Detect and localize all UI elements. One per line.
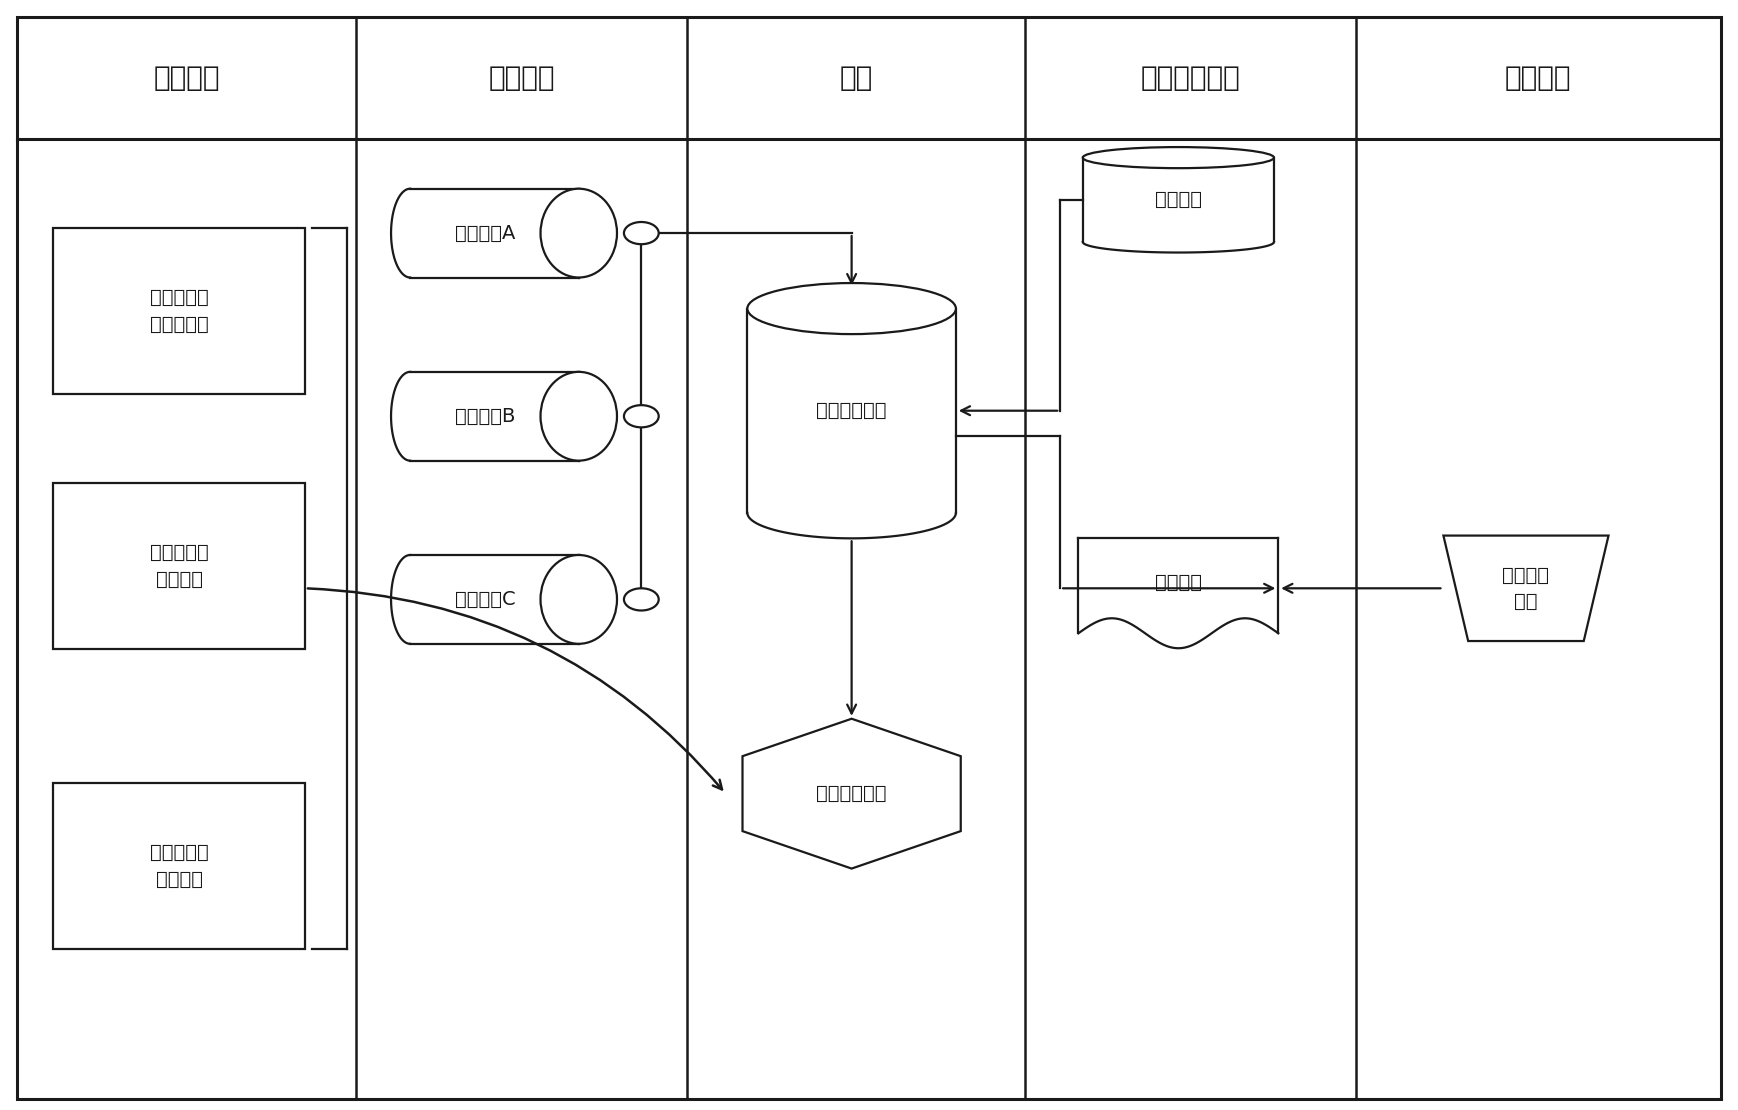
FancyArrowPatch shape bbox=[308, 588, 721, 789]
Ellipse shape bbox=[541, 372, 617, 461]
Text: 用户画像数据: 用户画像数据 bbox=[817, 401, 886, 421]
Bar bbox=[52, 228, 306, 394]
Text: 用户服务: 用户服务 bbox=[488, 63, 554, 92]
Ellipse shape bbox=[541, 189, 617, 278]
Text: 用户画像系统: 用户画像系统 bbox=[1140, 63, 1241, 92]
Text: 维护标签
规则: 维护标签 规则 bbox=[1502, 566, 1550, 611]
Text: 用户数据A: 用户数据A bbox=[455, 223, 514, 243]
Ellipse shape bbox=[1083, 147, 1274, 168]
Text: 查询用户对
应标签值: 查询用户对 应标签值 bbox=[149, 844, 209, 888]
Text: 查询某个标
签层级信息: 查询某个标 签层级信息 bbox=[149, 289, 209, 333]
Bar bbox=[391, 555, 579, 644]
Text: 画像服务接口: 画像服务接口 bbox=[817, 784, 886, 804]
Text: 用户标签: 用户标签 bbox=[1154, 573, 1203, 593]
Bar bbox=[391, 372, 579, 461]
Ellipse shape bbox=[747, 283, 956, 334]
Text: 用户数据C: 用户数据C bbox=[455, 589, 514, 609]
Bar bbox=[52, 483, 306, 649]
Polygon shape bbox=[1443, 536, 1609, 642]
Circle shape bbox=[624, 222, 659, 244]
Bar bbox=[52, 783, 306, 949]
Bar bbox=[391, 189, 579, 278]
Text: 用户数据: 用户数据 bbox=[1154, 190, 1203, 210]
Ellipse shape bbox=[541, 555, 617, 644]
Text: 业务系统: 业务系统 bbox=[153, 63, 221, 92]
Text: 数仓: 数仓 bbox=[839, 63, 872, 92]
Text: 运营人员: 运营人员 bbox=[1505, 63, 1571, 92]
Text: 用户数据B: 用户数据B bbox=[455, 406, 514, 426]
Text: 查询用户全
画像信息: 查询用户全 画像信息 bbox=[149, 544, 209, 588]
Bar bbox=[1078, 538, 1279, 638]
Polygon shape bbox=[742, 719, 961, 868]
Circle shape bbox=[624, 588, 659, 611]
Bar bbox=[747, 309, 956, 513]
Circle shape bbox=[624, 405, 659, 427]
Bar bbox=[1083, 158, 1274, 242]
